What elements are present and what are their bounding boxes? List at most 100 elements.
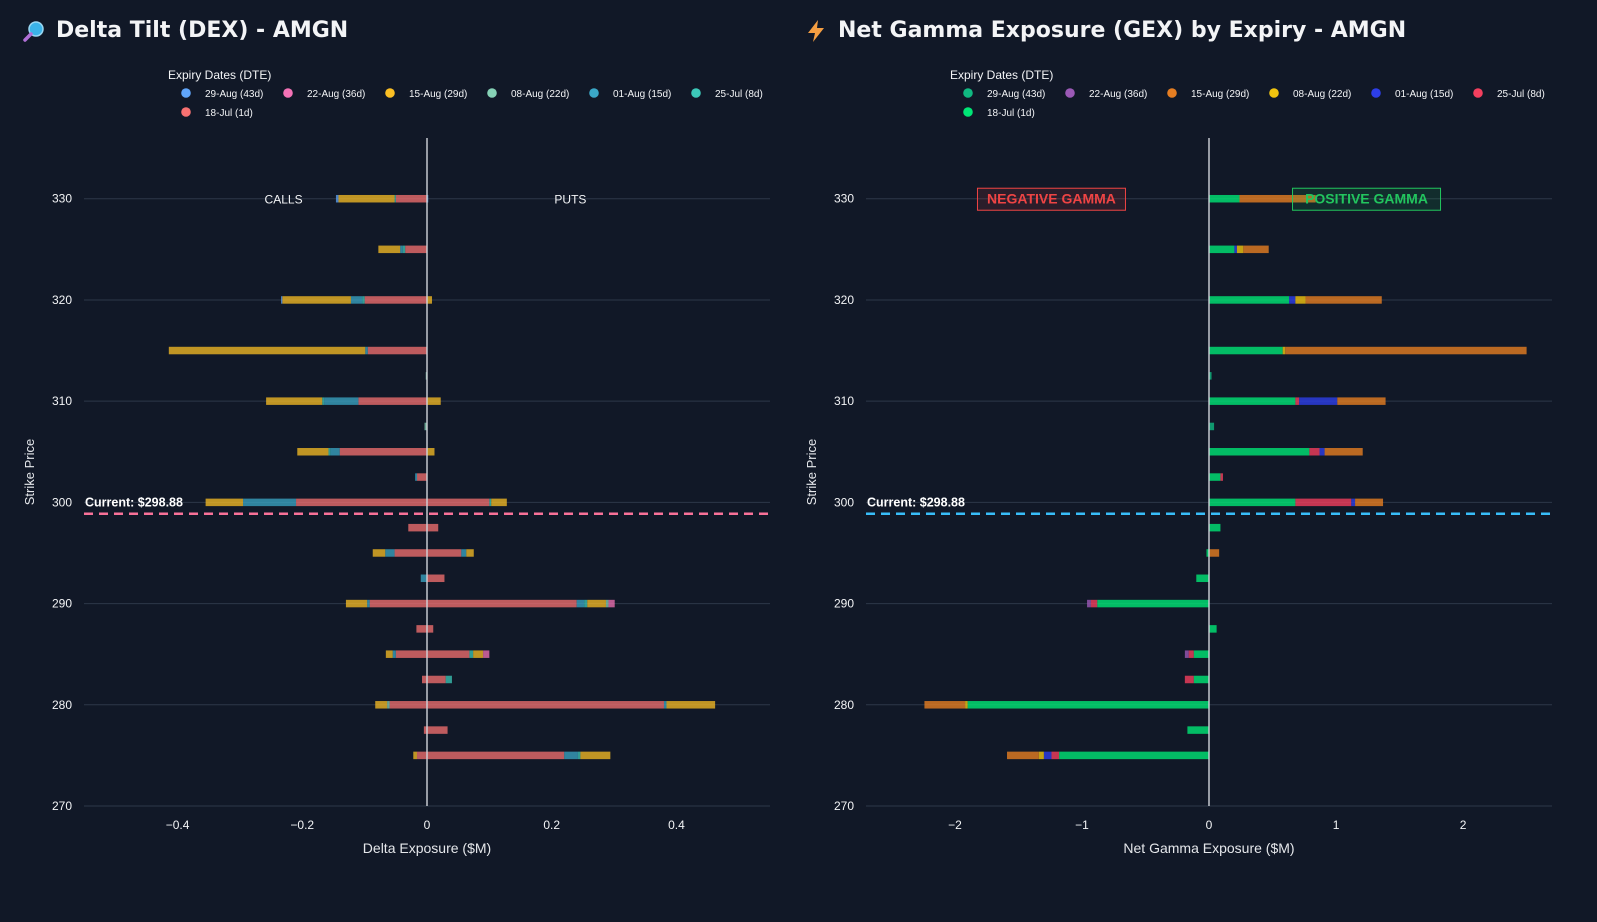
bar-segment — [1351, 498, 1356, 507]
dex-chart[interactable]: Expiry Dates (DTE) 29-Aug (43d) 22-Aug (36… — [0, 0, 780, 922]
x-axis-label: Delta Exposure ($M) — [363, 840, 491, 856]
bar-segment — [282, 296, 351, 304]
bar-segment — [1090, 599, 1098, 608]
bar-segment — [1209, 473, 1221, 481]
y-tick-label: 270 — [834, 799, 854, 813]
y-tick-label: 310 — [52, 394, 72, 408]
bar-segment — [367, 599, 370, 608]
current-price-label: Current: $298.88 — [867, 496, 965, 510]
gex-title-text: Net Gamma Exposure (GEX) by Expiry - AMG… — [838, 18, 1407, 43]
bar-segment — [427, 523, 439, 532]
bar-segment — [205, 498, 244, 507]
bar-segment — [395, 194, 427, 203]
bar-segment — [296, 498, 427, 507]
legend-label: 15-Aug (29d) — [409, 89, 467, 100]
legend-label: 15-Aug (29d) — [1191, 89, 1249, 100]
bar-segment — [1209, 372, 1212, 380]
legend-label: 25-Jul (8d) — [1497, 89, 1545, 100]
bar-segment — [365, 346, 368, 355]
bar-segment — [367, 346, 427, 355]
bar-segment — [427, 498, 490, 507]
legend-marker — [283, 88, 293, 98]
bar-segment — [394, 549, 427, 557]
legend-marker — [589, 88, 599, 98]
bar-segment — [322, 397, 325, 405]
bar-segment — [339, 448, 427, 456]
gex-title: Net Gamma Exposure (GEX) by Expiry - AMG… — [804, 18, 1406, 43]
bar-segment — [427, 296, 432, 304]
bar-segment — [385, 650, 393, 658]
legend-label: 29-Aug (43d) — [205, 89, 263, 100]
bar-segment — [965, 701, 968, 709]
bar-segment — [394, 194, 396, 203]
bar-segment — [1206, 549, 1209, 557]
y-tick-label: 290 — [834, 597, 854, 611]
bar-segment — [608, 599, 615, 608]
legend-label: 08-Aug (22d) — [1293, 89, 1351, 100]
bar-segment — [422, 675, 427, 684]
bar-segment — [605, 599, 609, 608]
bar-segment — [1282, 346, 1286, 355]
x-tick-label: 0 — [424, 818, 431, 832]
bar-segment — [427, 397, 441, 405]
annotation-label: CALLS — [265, 193, 303, 207]
lightning-icon — [808, 19, 824, 42]
bar-segment — [413, 751, 418, 760]
bar-segment — [1209, 625, 1217, 633]
annotation-box — [976, 187, 1126, 211]
bar-segment — [1295, 397, 1300, 405]
bar-segment — [576, 599, 585, 608]
y-tick-label: 270 — [52, 799, 72, 813]
bar-segment — [372, 549, 386, 557]
annotation-box — [1292, 187, 1442, 211]
bar-segment — [1209, 498, 1296, 507]
legend-marker — [1167, 88, 1177, 98]
bar-segment — [416, 625, 427, 633]
legend-label: 22-Aug (36d) — [1089, 89, 1147, 100]
bar-segment — [663, 701, 667, 709]
bar-segment — [335, 194, 339, 203]
legend-marker — [963, 88, 973, 98]
bar-segment — [281, 296, 283, 304]
x-tick-label: 0.2 — [543, 818, 560, 832]
bar-segment — [924, 701, 966, 709]
bar-segment — [1305, 296, 1382, 304]
bar-segment — [1051, 751, 1060, 760]
legend-label: 18-Jul (1d) — [205, 108, 253, 119]
bar-segment — [423, 726, 427, 734]
bar-segment — [350, 296, 363, 304]
bar-segment — [1239, 194, 1316, 203]
y-tick-label: 290 — [52, 597, 72, 611]
bar-segment — [1234, 245, 1237, 254]
legend-label: 22-Aug (36d) — [307, 89, 365, 100]
bar-segment — [1188, 650, 1194, 658]
bar-segment — [402, 245, 406, 254]
bar-segment — [427, 625, 434, 633]
bar-segment — [1243, 245, 1269, 254]
bar-segment — [1209, 245, 1235, 254]
legend-label: 08-Aug (22d) — [511, 89, 569, 100]
bar-segment — [1209, 549, 1220, 557]
x-tick-label: 1 — [1333, 818, 1340, 832]
bar-segment — [385, 549, 395, 557]
bar-segment — [1209, 346, 1283, 355]
x-tick-label: −0.2 — [290, 818, 314, 832]
bar-segment — [1337, 397, 1386, 405]
bar-segment — [1220, 473, 1223, 481]
bar-segment — [466, 549, 474, 557]
gex-chart[interactable]: Expiry Dates (DTE) 29-Aug (43d) 22-Aug (36… — [782, 0, 1562, 922]
bar-segment — [427, 599, 577, 608]
bar-segment — [1295, 296, 1306, 304]
bar-segment — [1196, 574, 1209, 583]
bar-segment — [408, 523, 427, 532]
bar-segment — [1289, 296, 1296, 304]
annotation-label: NEGATIVE GAMMA — [987, 191, 1116, 207]
bar-segment — [297, 448, 329, 456]
bar-segment — [1309, 448, 1320, 456]
x-tick-label: −0.4 — [166, 818, 190, 832]
x-tick-label: 0 — [1206, 818, 1213, 832]
bar-segment — [427, 726, 448, 734]
y-tick-label: 280 — [834, 698, 854, 712]
y-axis-label: Strike Price — [804, 439, 819, 505]
bar-segment — [1209, 194, 1240, 203]
